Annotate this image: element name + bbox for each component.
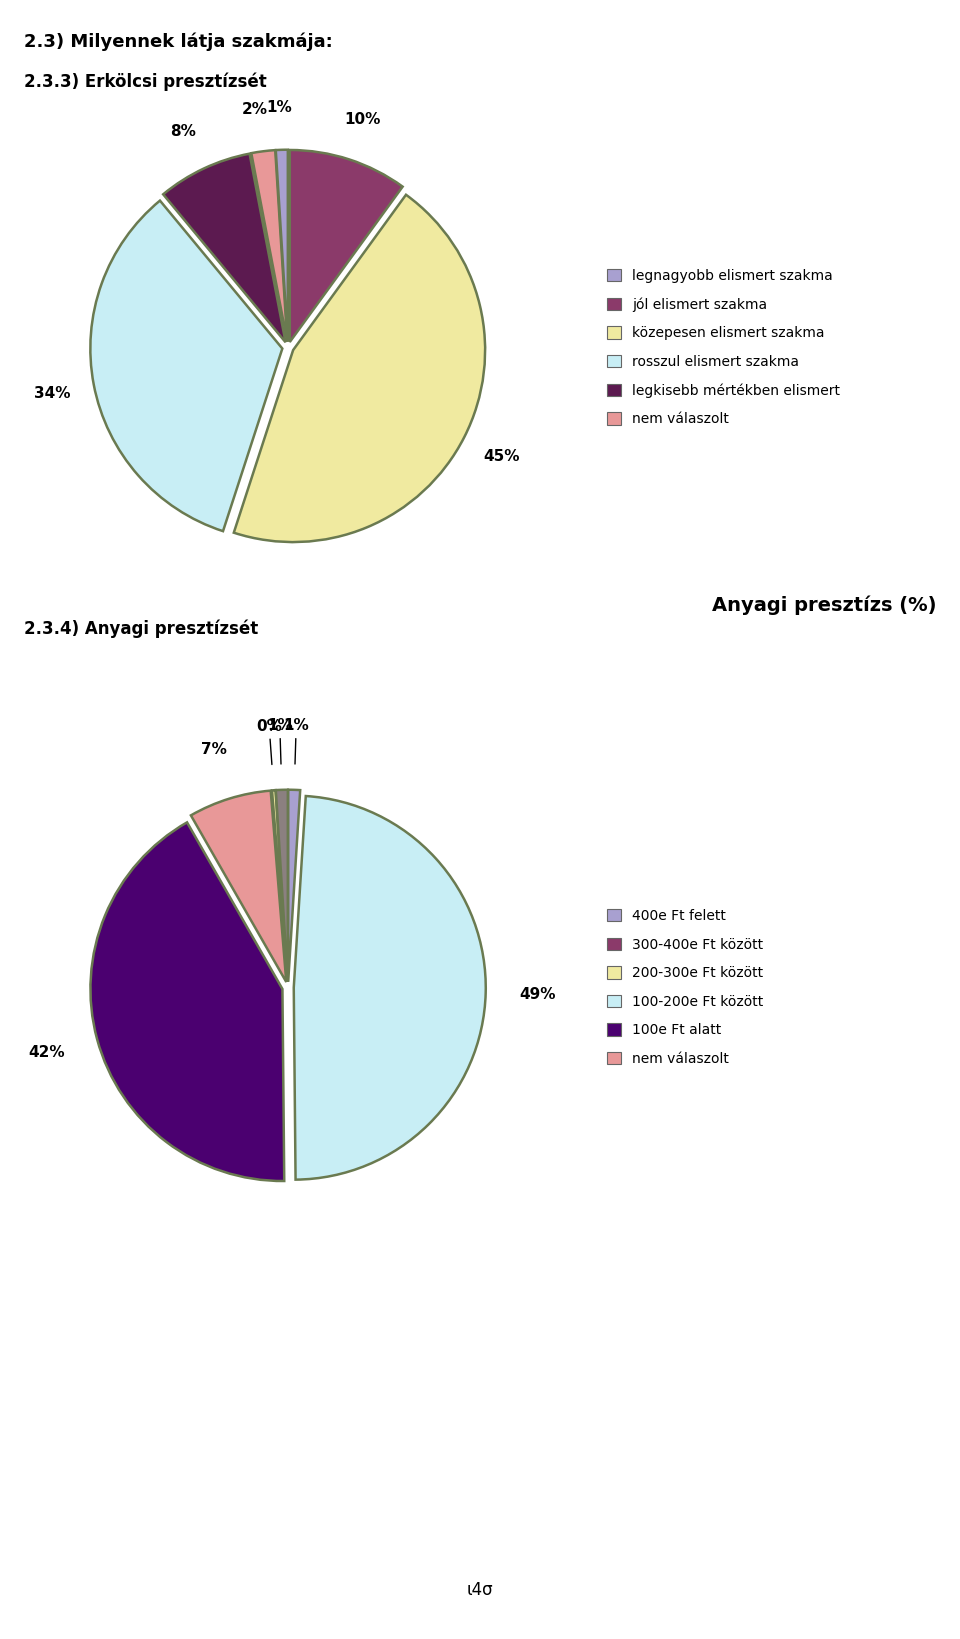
- Text: 45%: 45%: [484, 449, 520, 464]
- Text: 10%: 10%: [344, 111, 380, 126]
- Text: 2.3.3) Erkölcsi presztízsét: 2.3.3) Erkölcsi presztízsét: [24, 72, 267, 90]
- Text: 1%: 1%: [283, 718, 309, 764]
- Text: ι4σ: ι4σ: [467, 1582, 493, 1598]
- Text: 2%: 2%: [242, 102, 268, 118]
- Text: 8%: 8%: [170, 125, 196, 139]
- Text: 42%: 42%: [29, 1046, 65, 1060]
- Wedge shape: [191, 790, 286, 982]
- Wedge shape: [163, 154, 285, 343]
- Wedge shape: [294, 797, 486, 1180]
- Text: 34%: 34%: [35, 385, 71, 402]
- Wedge shape: [90, 200, 282, 531]
- Text: Anyagi presztízs (%): Anyagi presztízs (%): [711, 595, 936, 615]
- Wedge shape: [288, 790, 300, 982]
- Legend: 400e Ft felett, 300-400e Ft között, 200-300e Ft között, 100-200e Ft között, 100e: 400e Ft felett, 300-400e Ft között, 200-…: [607, 910, 763, 1065]
- Wedge shape: [252, 151, 287, 343]
- Text: 7%: 7%: [202, 741, 227, 757]
- Text: 1%: 1%: [267, 100, 293, 115]
- Legend: legnagyobb elismert szakma, jól elismert szakma, közepesen elismert szakma, ross: legnagyobb elismert szakma, jól elismert…: [607, 269, 840, 426]
- Wedge shape: [90, 823, 284, 1182]
- Text: 2.3.4) Anyagi presztízsét: 2.3.4) Anyagi presztízsét: [24, 620, 258, 638]
- Wedge shape: [276, 149, 288, 341]
- Wedge shape: [272, 790, 288, 982]
- Wedge shape: [234, 195, 485, 543]
- Text: 2.3) Milyennek látja szakmája:: 2.3) Milyennek látja szakmája:: [24, 33, 333, 51]
- Wedge shape: [290, 151, 402, 343]
- Text: 49%: 49%: [519, 987, 556, 1001]
- Text: 1%: 1%: [267, 718, 293, 764]
- Text: 0%: 0%: [256, 718, 282, 764]
- Wedge shape: [276, 790, 288, 982]
